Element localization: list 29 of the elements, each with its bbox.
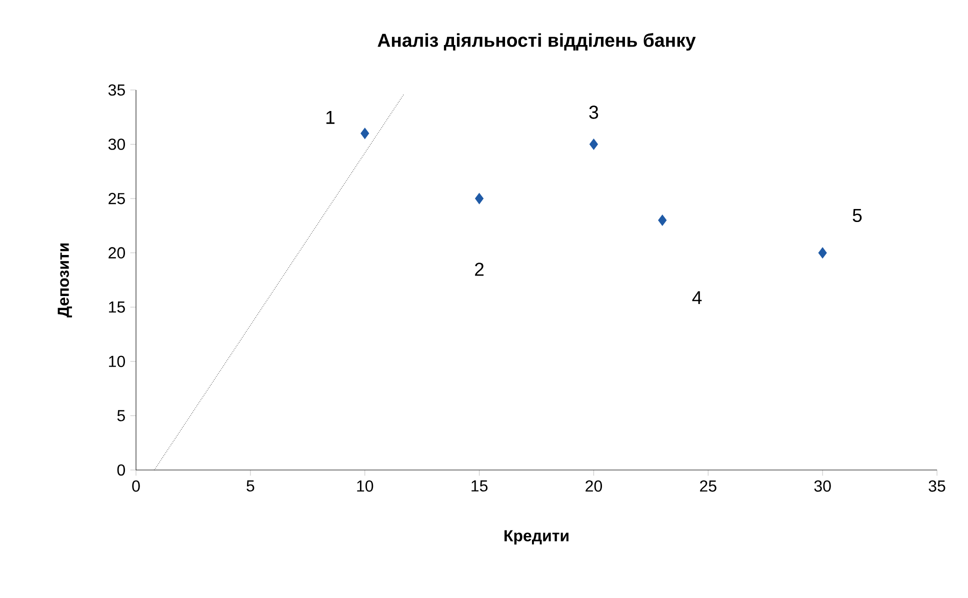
x-tick-label: 25 xyxy=(700,480,716,492)
point xyxy=(658,214,667,226)
y-tick-label: 10 xyxy=(109,356,125,368)
x-tick-label: 15 xyxy=(472,480,488,492)
point xyxy=(475,192,484,204)
y-tick-label: 20 xyxy=(108,247,125,258)
annotation: 4 xyxy=(692,291,702,304)
point xyxy=(589,138,598,150)
point xyxy=(360,128,370,140)
annotation: 2 xyxy=(475,262,484,276)
x-tick-label: 20 xyxy=(586,480,602,492)
x-tick-label: 35 xyxy=(928,480,946,492)
x-tick-label: 0 xyxy=(132,480,140,492)
y-tick-label: 5 xyxy=(117,410,125,422)
annotation: 1 xyxy=(326,111,334,124)
x-tick-label: 30 xyxy=(814,480,831,492)
y-tick-label: 30 xyxy=(108,138,125,150)
x-tick-label: 10 xyxy=(357,480,374,492)
annotation: 3 xyxy=(589,106,598,119)
y-tick-label: 0 xyxy=(117,464,125,476)
annotation: 5 xyxy=(852,209,862,222)
x-tick-label: 5 xyxy=(246,480,254,492)
x-axis-title: Кредити xyxy=(504,530,568,545)
y-axis-title: Депозити xyxy=(58,244,72,318)
y-tick-label: 25 xyxy=(108,192,125,204)
chart-title: Аналіз діяльності відділень банку xyxy=(378,33,696,51)
point xyxy=(818,247,827,258)
y-tick-label: 35 xyxy=(108,84,125,96)
y-tick-label: 15 xyxy=(109,302,125,313)
